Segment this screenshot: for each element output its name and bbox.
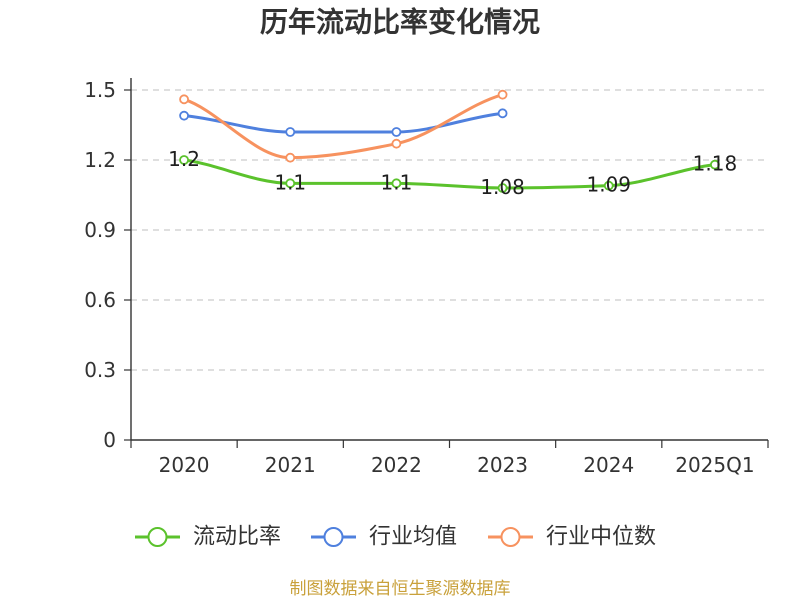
series-point-1 (179, 110, 189, 121)
series-line-0 (182, 158, 717, 190)
series-point-2 (391, 138, 402, 149)
legend-item-0[interactable]: 流动比率 (135, 525, 281, 550)
y-tick-label: 0 (103, 428, 116, 452)
legend-marker (147, 527, 168, 547)
series-point-1 (391, 127, 402, 137)
series-point-1 (497, 108, 508, 119)
x-tick-label: 2025Q1 (675, 453, 754, 477)
data-label: 1.1 (381, 170, 413, 194)
x-tick-label: 2020 (159, 453, 210, 477)
legend-item-1[interactable]: 行业均值 (311, 525, 457, 550)
y-tick-label: 1.5 (84, 78, 116, 102)
y-tick-label: 0.9 (84, 218, 116, 242)
data-label: 1.18 (693, 152, 738, 176)
gridlines (131, 89, 768, 371)
x-tick-label: 2023 (477, 453, 528, 477)
series-lines (179, 89, 720, 193)
legend-label: 流动比率 (193, 525, 281, 550)
legend-marker (500, 527, 521, 547)
series-point-0 (391, 178, 402, 189)
series-point-0 (497, 183, 508, 193)
series-point-0 (179, 155, 189, 165)
series-point-2 (285, 152, 296, 163)
y-tick-label: 1.2 (84, 148, 116, 172)
source-note: 制图数据来自恒生聚源数据库 (290, 579, 511, 599)
data-label: 1.1 (274, 170, 306, 194)
series-point-0 (285, 178, 296, 189)
chart-title: 历年流动比率变化情况 (260, 6, 540, 39)
data-labels: 1.2 1.1 1.1 1.08 1.09 1.18 (168, 147, 737, 199)
legend-label: 行业中位数 (546, 525, 656, 550)
series-point-1 (285, 127, 296, 137)
series-point-0 (710, 159, 720, 170)
series-point-2 (179, 94, 189, 105)
x-tick-label: 2022 (371, 453, 422, 477)
axes: 0 0.3 0.6 0.9 1.2 1.5 2020 2021 2022 2023 2024 2025… (84, 78, 769, 477)
series-point-0 (603, 180, 614, 191)
series-point-2 (497, 89, 508, 100)
series-line-1 (182, 111, 505, 134)
legend-label: 行业均值 (369, 525, 457, 550)
x-tick-label: 2021 (265, 453, 316, 477)
y-tick-label: 0.6 (84, 288, 116, 312)
series-line-2 (182, 93, 505, 160)
data-label: 1.08 (480, 175, 525, 199)
y-tick-label: 0.3 (84, 358, 116, 382)
legend: 流动比率 行业均值 行业中位数 (135, 525, 656, 550)
legend-item-2[interactable]: 行业中位数 (488, 525, 656, 550)
data-label: 1.2 (168, 147, 200, 171)
x-tick-label: 2024 (583, 453, 634, 477)
data-label: 1.09 (586, 173, 631, 197)
legend-marker (323, 527, 344, 547)
